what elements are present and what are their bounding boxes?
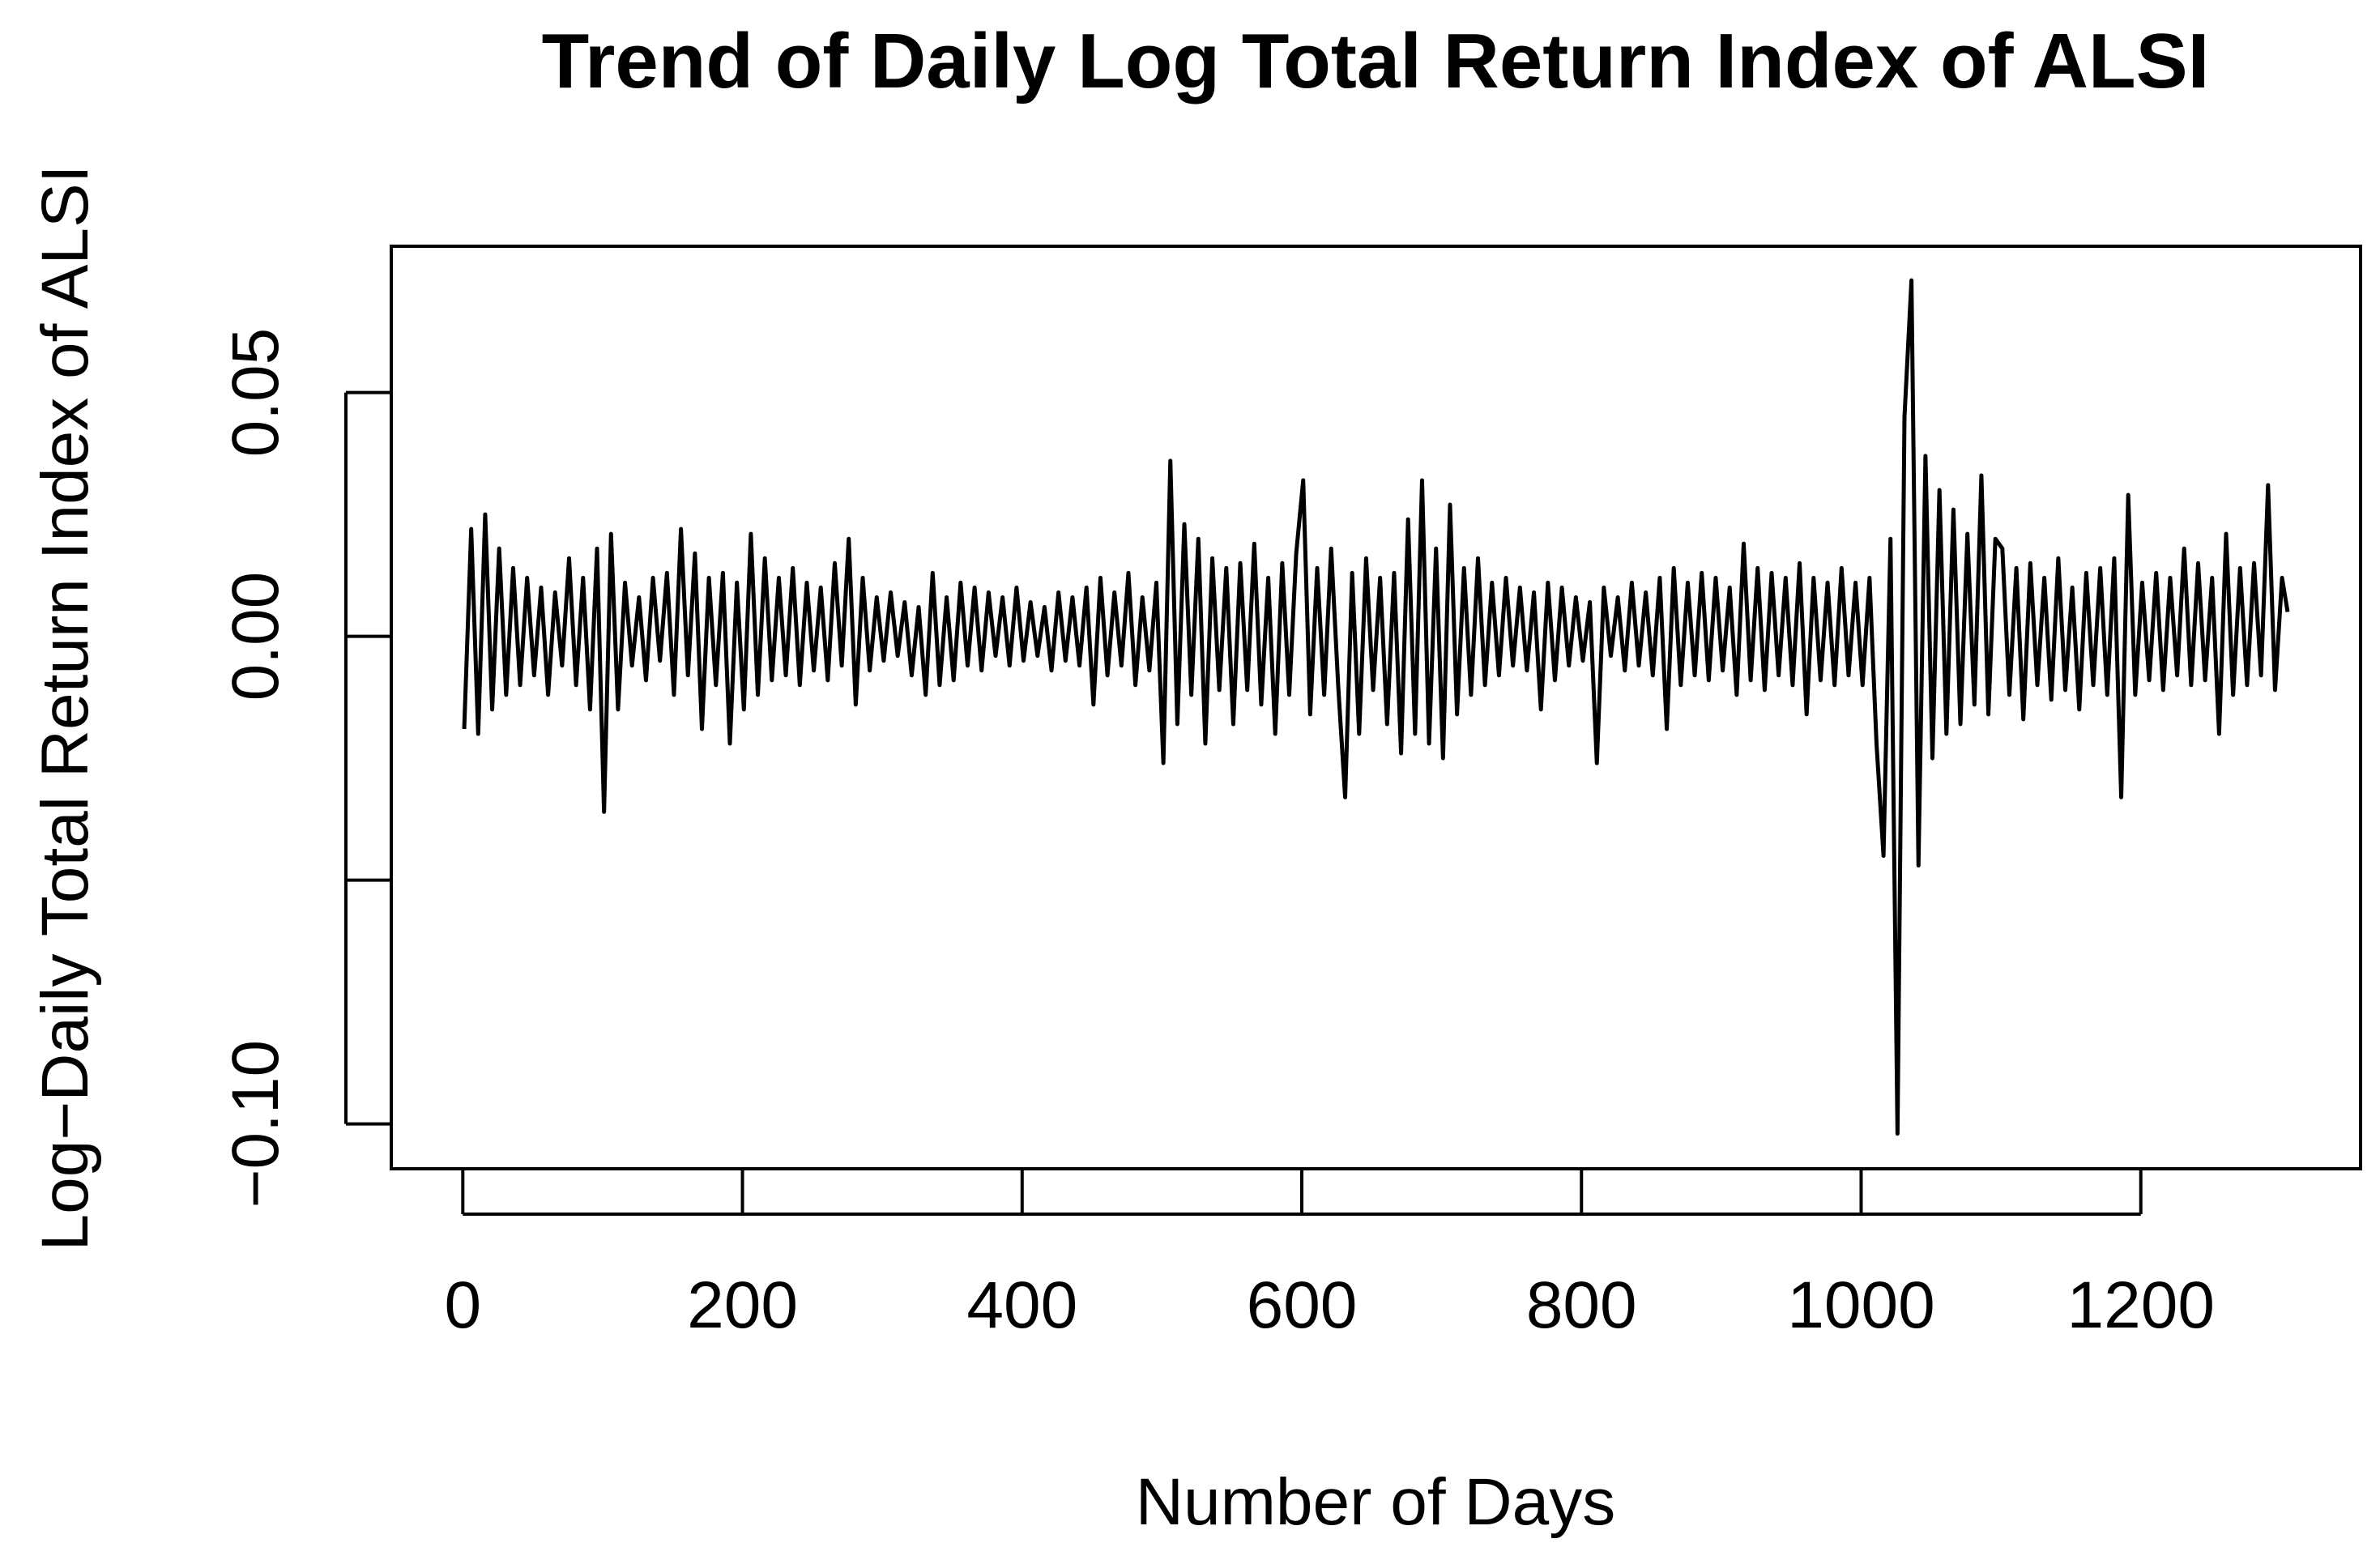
- chart-title: Trend of Daily Log Total Return Index of…: [542, 18, 2210, 104]
- x-tick-label: 0: [445, 1268, 482, 1342]
- x-tick-label: 400: [966, 1268, 1077, 1342]
- y-tick-label: 0.00: [219, 572, 292, 701]
- plot-box: [390, 245, 2362, 1170]
- y-tick-label: −0.10: [219, 1040, 292, 1208]
- x-axis-label: Number of Days: [1136, 1465, 1615, 1539]
- data-line: [462, 278, 2290, 1136]
- y-tick-label: 0.05: [219, 328, 292, 458]
- x-tick-label: 1200: [2067, 1268, 2215, 1342]
- y-axis-label: Log−Daily Total Return Index of ALSI: [28, 165, 102, 1251]
- x-tick-label: 600: [1247, 1268, 1358, 1342]
- x-tick-label: 800: [1526, 1268, 1637, 1342]
- x-tick-label: 200: [687, 1268, 798, 1342]
- x-tick-label: 1000: [1787, 1268, 1934, 1342]
